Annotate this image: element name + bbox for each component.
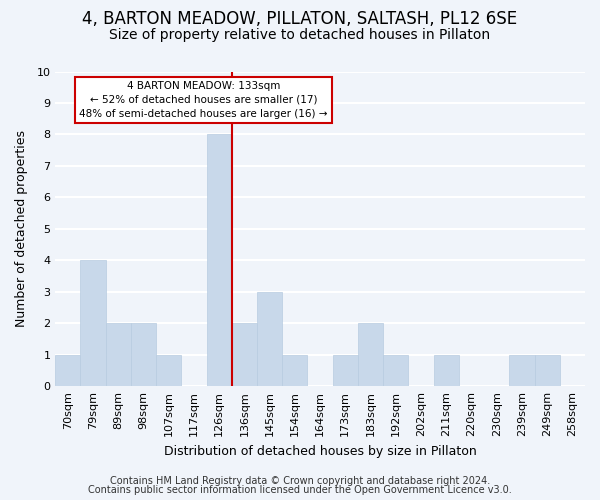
Bar — [535, 354, 560, 386]
Bar — [282, 354, 307, 386]
Text: Contains public sector information licensed under the Open Government Licence v3: Contains public sector information licen… — [88, 485, 512, 495]
Bar — [509, 354, 535, 386]
Bar — [383, 354, 409, 386]
Bar — [156, 354, 181, 386]
Bar — [55, 354, 80, 386]
Text: Contains HM Land Registry data © Crown copyright and database right 2024.: Contains HM Land Registry data © Crown c… — [110, 476, 490, 486]
Bar — [257, 292, 282, 386]
Bar — [434, 354, 459, 386]
Bar — [131, 323, 156, 386]
Bar — [232, 323, 257, 386]
Bar — [333, 354, 358, 386]
Bar — [106, 323, 131, 386]
Text: 4 BARTON MEADOW: 133sqm
← 52% of detached houses are smaller (17)
48% of semi-de: 4 BARTON MEADOW: 133sqm ← 52% of detache… — [79, 81, 328, 119]
Bar — [358, 323, 383, 386]
Text: Size of property relative to detached houses in Pillaton: Size of property relative to detached ho… — [109, 28, 491, 42]
Y-axis label: Number of detached properties: Number of detached properties — [15, 130, 28, 328]
Text: 4, BARTON MEADOW, PILLATON, SALTASH, PL12 6SE: 4, BARTON MEADOW, PILLATON, SALTASH, PL1… — [82, 10, 518, 28]
X-axis label: Distribution of detached houses by size in Pillaton: Distribution of detached houses by size … — [164, 444, 476, 458]
Bar — [206, 134, 232, 386]
Bar — [80, 260, 106, 386]
